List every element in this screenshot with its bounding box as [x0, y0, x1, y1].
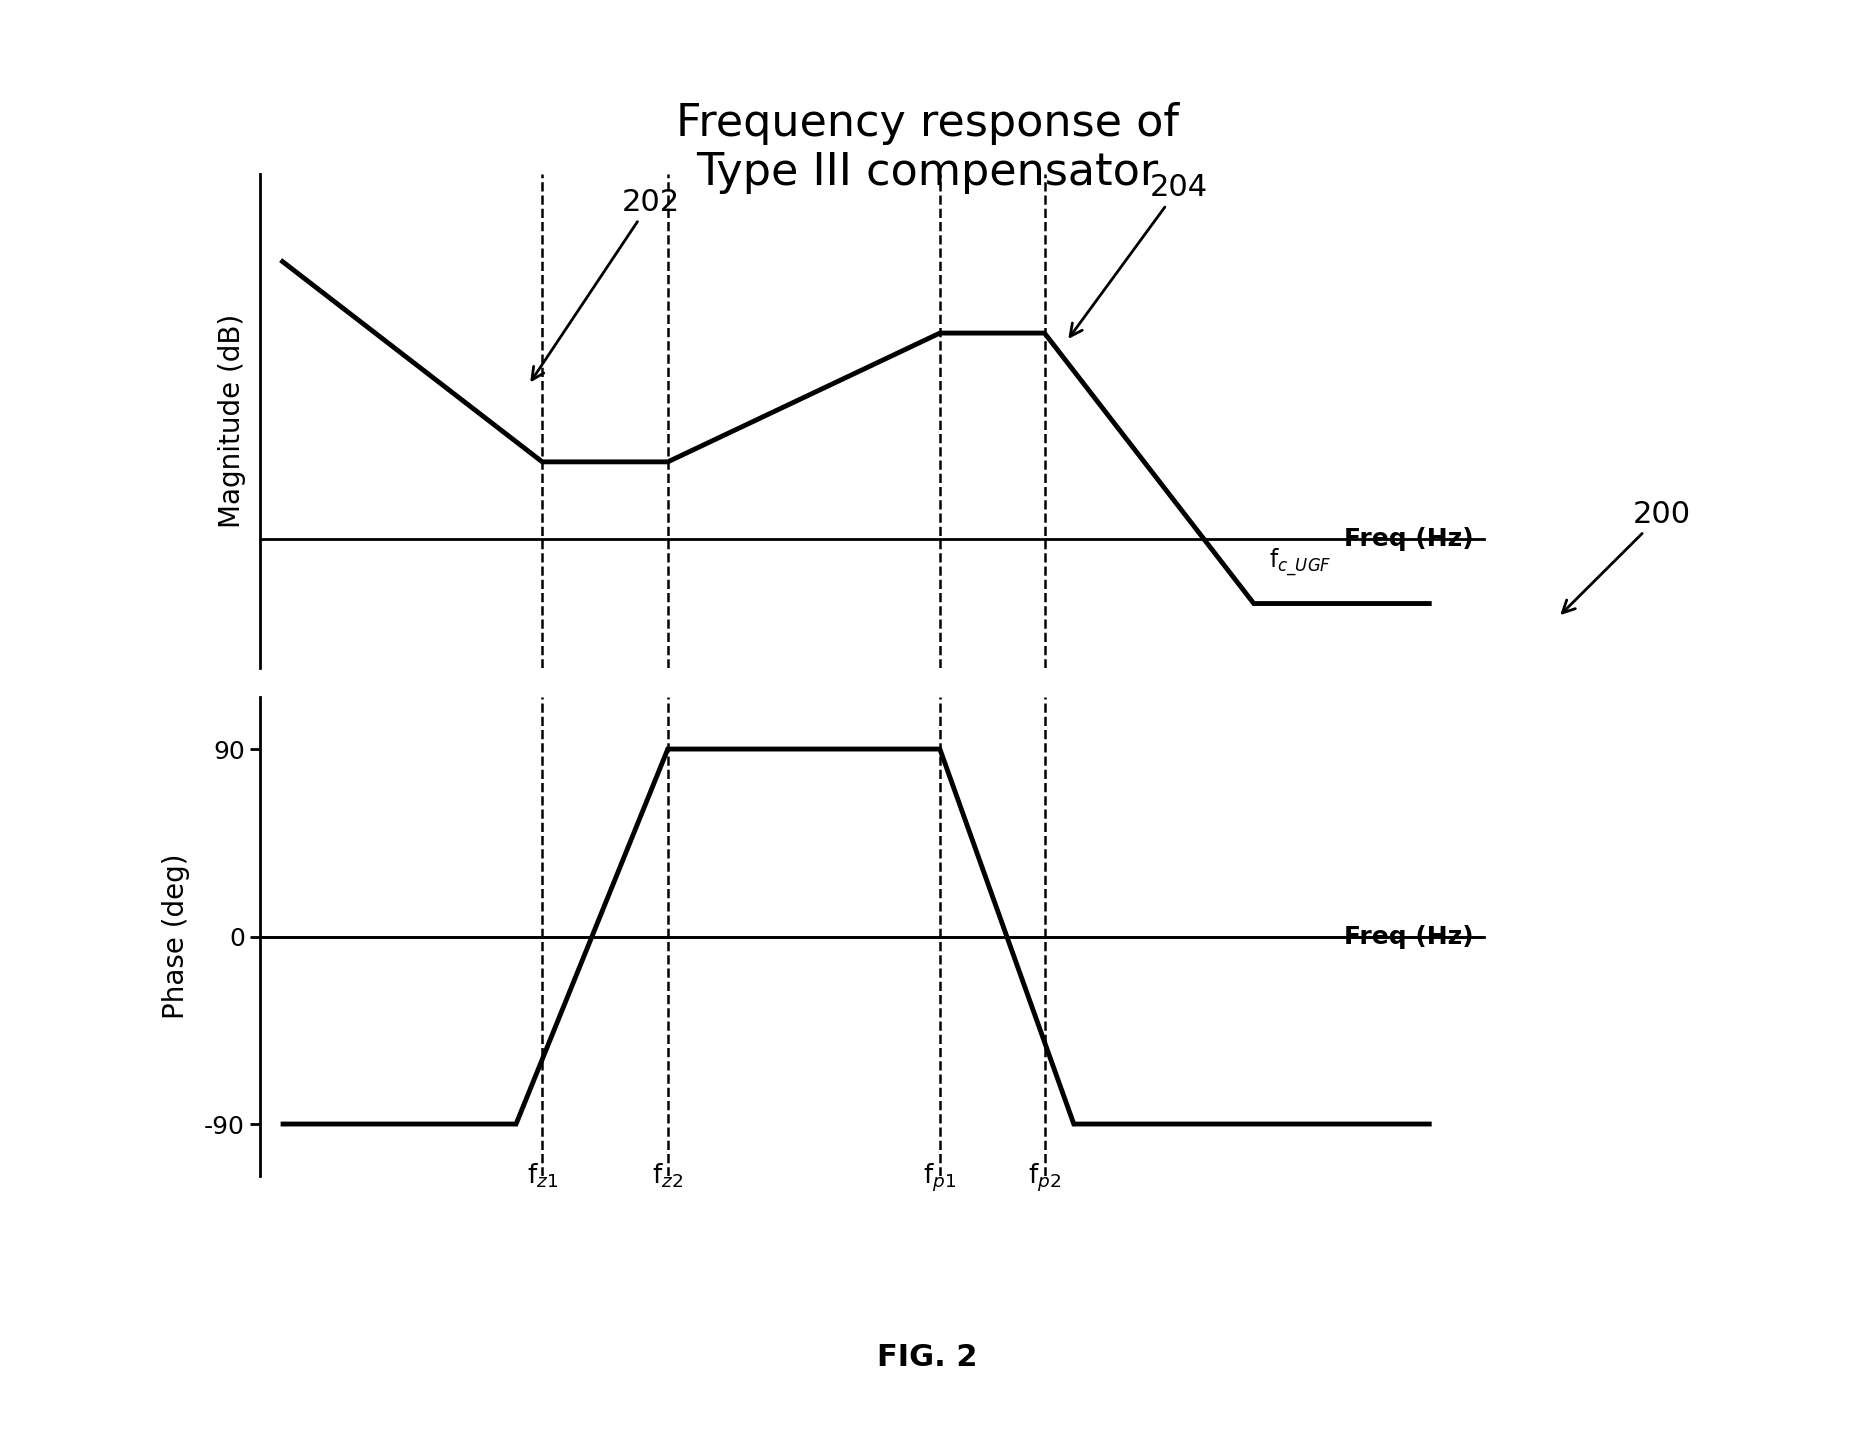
Text: f$_{c\_UGF}$: f$_{c\_UGF}$ — [1269, 546, 1332, 578]
Text: Frequency response of
Type III compensator: Frequency response of Type III compensat… — [675, 102, 1180, 195]
Text: f$_{z2}$: f$_{z2}$ — [653, 1162, 683, 1191]
Y-axis label: Phase (deg): Phase (deg) — [163, 854, 191, 1019]
Text: f$_{z1}$: f$_{z1}$ — [527, 1162, 558, 1191]
Text: FIG. 2: FIG. 2 — [877, 1343, 978, 1372]
Text: 202: 202 — [532, 187, 679, 380]
Text: Freq (Hz): Freq (Hz) — [1343, 925, 1473, 948]
Text: f$_{p1}$: f$_{p1}$ — [924, 1162, 957, 1194]
Text: 200: 200 — [1562, 499, 1690, 613]
Text: 204: 204 — [1070, 173, 1208, 337]
Y-axis label: Magnitude (dB): Magnitude (dB) — [217, 314, 247, 529]
Text: Freq (Hz): Freq (Hz) — [1343, 527, 1473, 552]
Text: f$_{p2}$: f$_{p2}$ — [1028, 1162, 1061, 1194]
